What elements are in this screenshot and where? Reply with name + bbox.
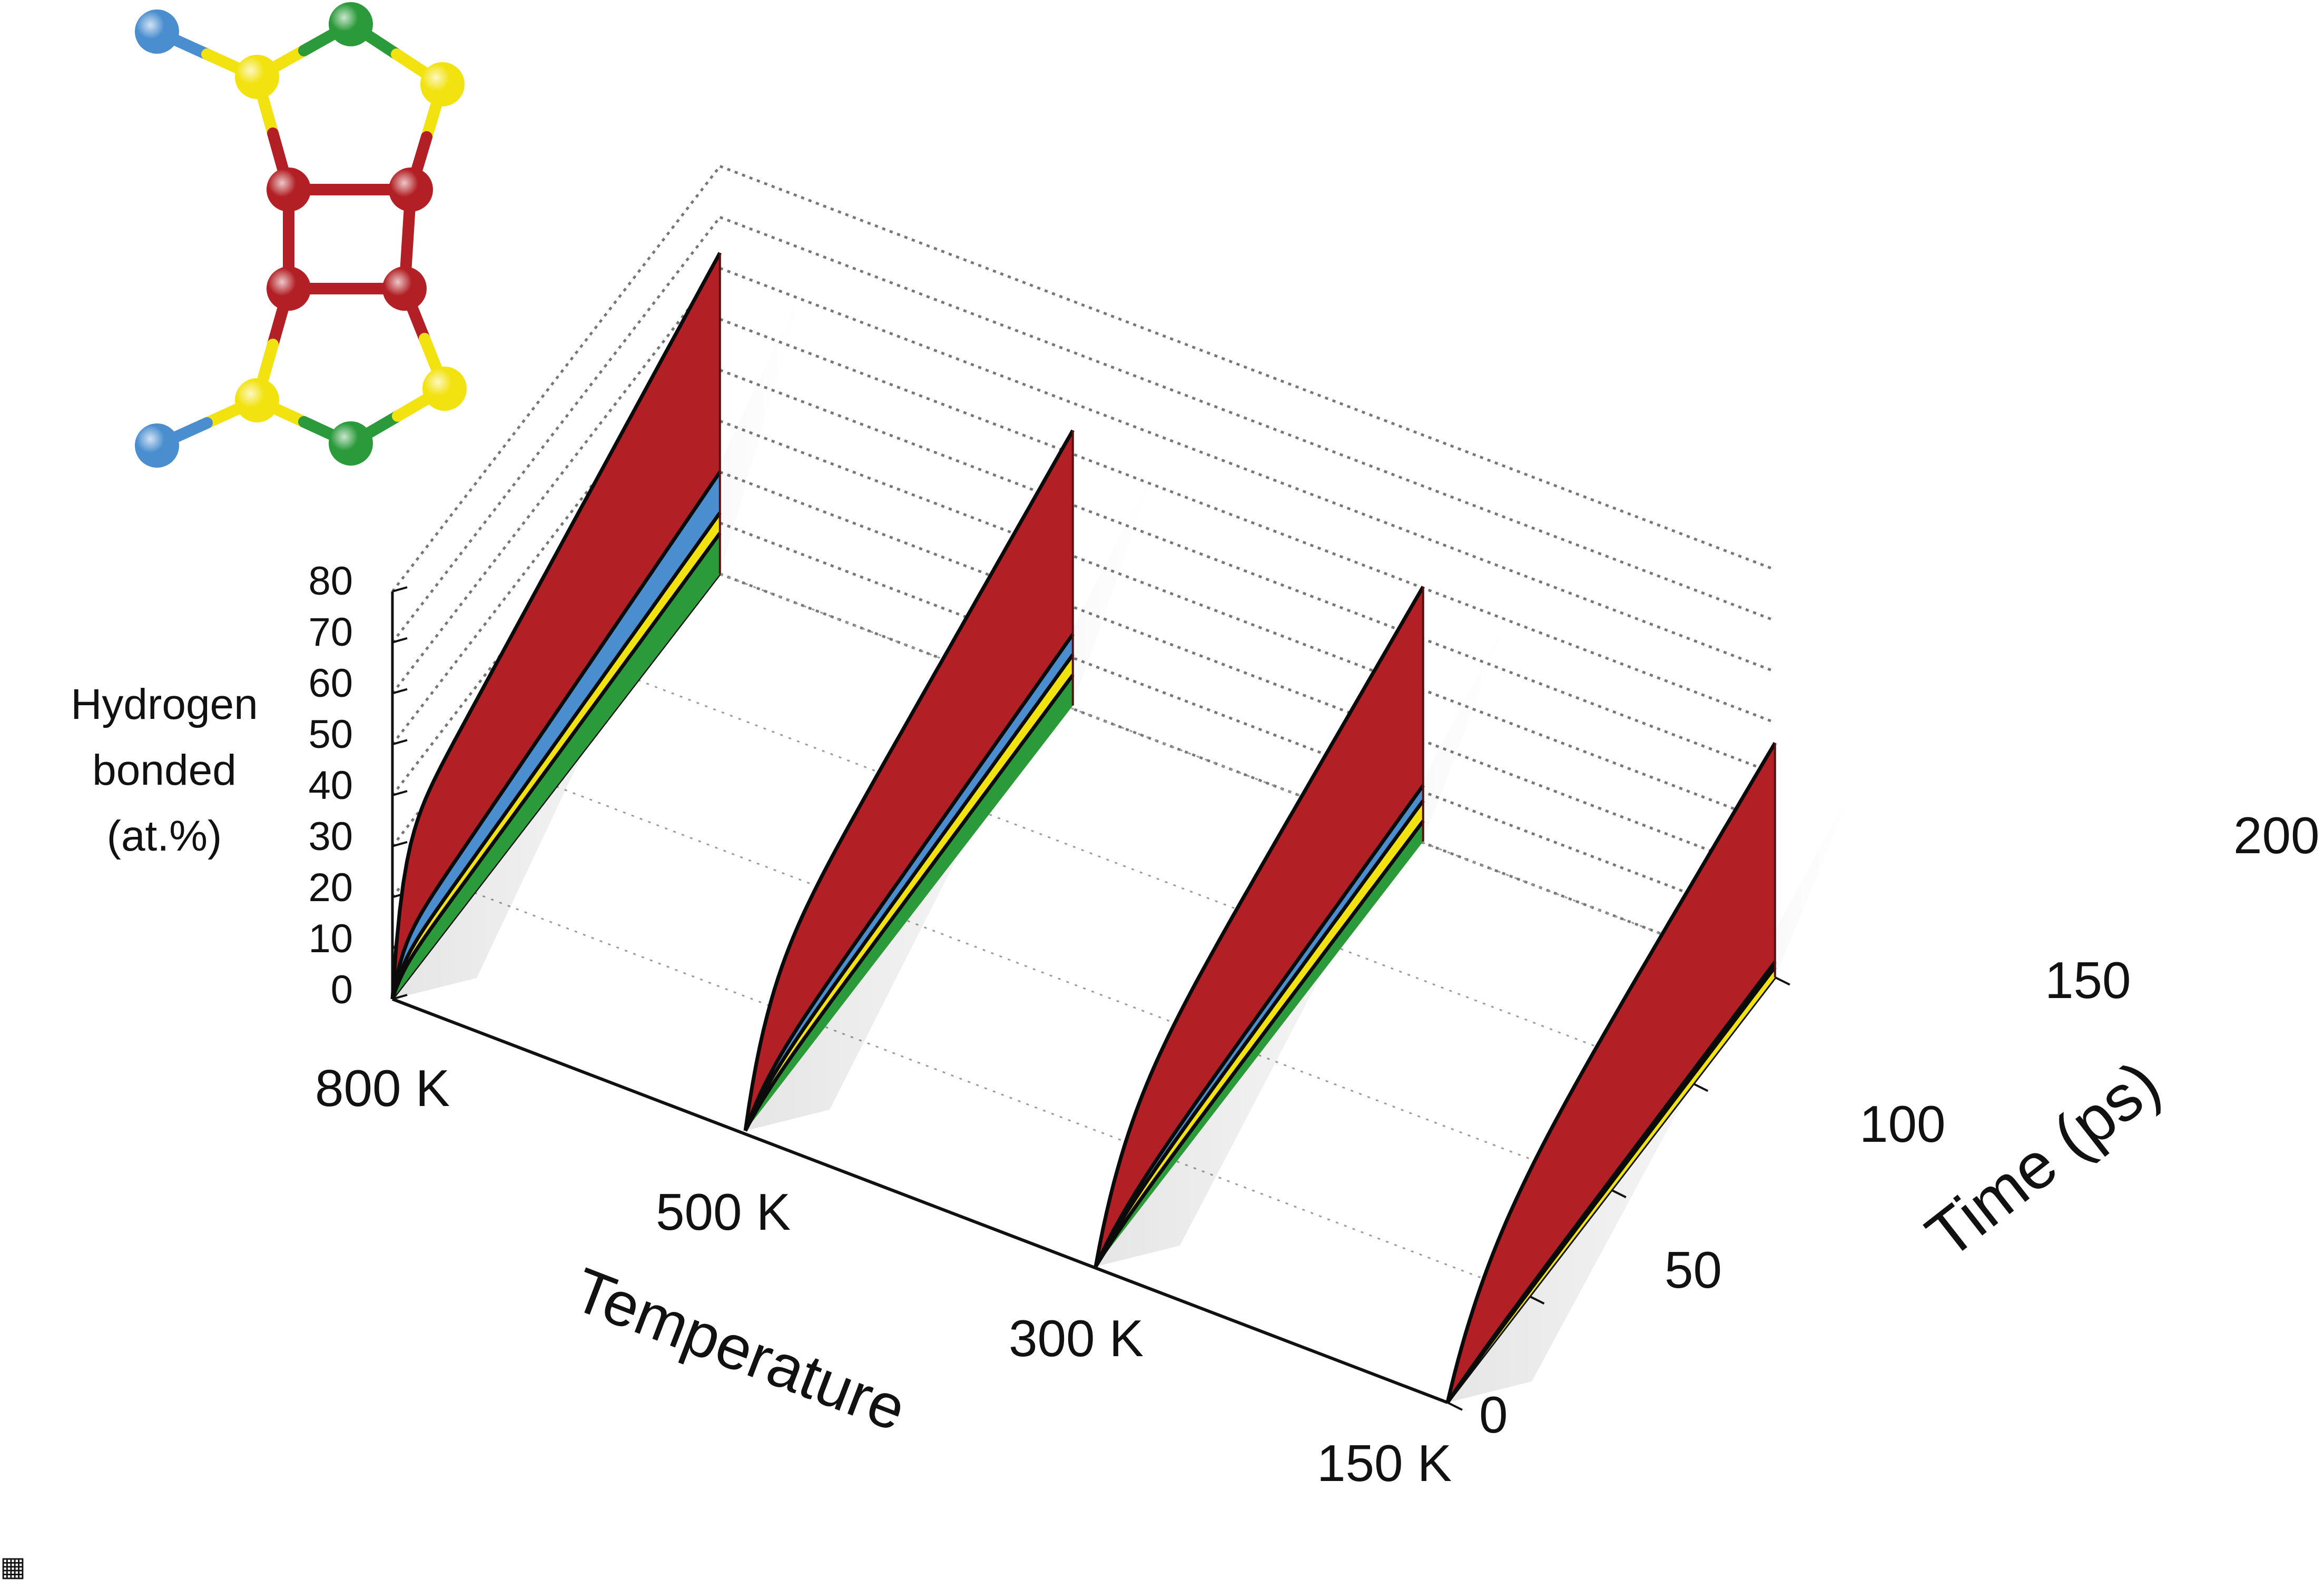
grid-line xyxy=(391,369,721,796)
y-tick-label: 60 xyxy=(308,661,353,706)
floor-grid-line xyxy=(556,785,1612,1191)
series-line-red xyxy=(1445,742,1777,1403)
y-axis-title-line: bonded xyxy=(92,746,237,794)
series-area-green xyxy=(745,675,1073,1131)
y-tick-mark xyxy=(392,688,408,695)
time-tick-mark xyxy=(1692,1082,1709,1092)
y-tick-label: 20 xyxy=(308,865,353,910)
time-axis-title: Time (ps) xyxy=(1913,1047,2173,1272)
y-tick-labels: 0 10 20 30 40 50 60 70 80 xyxy=(308,559,353,1012)
y-tick-label: 70 xyxy=(308,610,353,655)
y-tick-label: 40 xyxy=(308,763,353,808)
series-line-red xyxy=(390,252,722,1000)
floor-grid-line xyxy=(720,573,1776,979)
y-tick-mark xyxy=(392,841,408,847)
corner-grid-glyph: ▦ xyxy=(0,1552,26,1580)
series-line-blue xyxy=(1094,784,1425,1268)
molecule-atom-highlight xyxy=(382,266,427,311)
y-axis-title-line: Hydrogen xyxy=(71,680,258,728)
temperature-axis-title: Temperature xyxy=(564,1255,915,1445)
panel-500k xyxy=(743,429,1157,1132)
y-tick-label: 30 xyxy=(308,814,353,859)
grid-line xyxy=(719,266,1776,673)
y-tick-label: 50 xyxy=(308,712,353,757)
grid-line xyxy=(719,318,1776,724)
series-line-blue xyxy=(743,633,1075,1132)
temperature-label: 800 K xyxy=(315,1059,450,1117)
time-tick-label: 150 xyxy=(2045,951,2131,1009)
grid-line xyxy=(719,165,1776,571)
series-area-red xyxy=(392,253,720,1000)
y-tick-label: 80 xyxy=(308,559,353,604)
molecule-atom-highlight xyxy=(235,378,279,422)
grid-line xyxy=(719,521,1776,928)
molecule-atom-highlight xyxy=(420,62,465,106)
molecule-atom-highlight xyxy=(235,55,279,99)
y-axis-title: Hydrogen bonded (at.%) xyxy=(71,680,258,860)
molecule-atom-highlight xyxy=(135,423,179,468)
time-tick-label: 50 xyxy=(1665,1241,1722,1299)
series-line-yellow xyxy=(1446,966,1777,1404)
grid-line xyxy=(719,216,1776,622)
grid-line xyxy=(391,318,721,745)
time-tick-labels: 0 50 100 150 200 xyxy=(1479,806,2320,1444)
y-tick-mark xyxy=(392,586,408,592)
time-tick-mark xyxy=(1774,976,1790,986)
molecule-atom-highlight xyxy=(135,9,179,54)
molecule-atom-highlight xyxy=(267,266,311,311)
series-area-red xyxy=(1096,586,1423,1267)
molecule-atom-highlight xyxy=(267,167,311,212)
floor-grid-line xyxy=(637,679,1693,1084)
temperature-label: 500 K xyxy=(656,1183,791,1241)
floor-grid-line xyxy=(474,892,1530,1297)
time-tick-mark xyxy=(1447,1401,1463,1411)
series-line-yellow xyxy=(390,511,722,1000)
series-line-yellow xyxy=(743,653,1075,1132)
temperature-label: 150 K xyxy=(1317,1434,1452,1492)
series-line-green xyxy=(390,532,722,1000)
time-tick-label: 100 xyxy=(1859,1095,1946,1153)
molecule-atom-highlight xyxy=(329,2,373,46)
series-line-blue xyxy=(390,471,722,1000)
series-line-red xyxy=(743,429,1075,1131)
time-tick-label: 200 xyxy=(2233,806,2320,864)
series-area-red xyxy=(745,430,1073,1131)
grid-line xyxy=(391,267,721,695)
series-line-green xyxy=(743,674,1075,1132)
panel-150k xyxy=(1445,742,1859,1404)
chart-panels xyxy=(390,252,1859,1404)
series-line-green xyxy=(1094,819,1425,1268)
grid-line xyxy=(391,165,721,592)
molecule-inset xyxy=(135,2,467,468)
grid-line xyxy=(719,369,1776,775)
y-tick-mark xyxy=(392,739,408,746)
temperature-axis-line xyxy=(391,998,1449,1404)
y-tick-mark xyxy=(392,790,408,796)
series-area-red xyxy=(1447,743,1775,1403)
molecule-atom-highlight xyxy=(389,167,433,212)
panel-300k xyxy=(1094,586,1508,1268)
molecule-atom-highlight xyxy=(422,367,467,411)
y-tick-mark xyxy=(392,637,408,644)
series-area-green xyxy=(392,533,720,999)
grid-line xyxy=(719,420,1776,826)
temperature-tick-labels: 800 K 500 K 300 K 150 K xyxy=(315,1059,1452,1492)
grid-line xyxy=(391,216,721,644)
time-tick-label: 0 xyxy=(1479,1386,1508,1444)
panel-800k xyxy=(390,252,804,1000)
y-tick-label: 0 xyxy=(331,967,353,1012)
temperature-label: 300 K xyxy=(1009,1309,1144,1367)
series-line-red xyxy=(1094,586,1425,1267)
y-tick-label: 10 xyxy=(308,916,353,961)
series-line-yellow xyxy=(1094,799,1425,1268)
y-axis-title-line: (at.%) xyxy=(107,812,222,860)
molecule-atom-highlight xyxy=(329,421,373,466)
grid-line xyxy=(719,470,1776,877)
